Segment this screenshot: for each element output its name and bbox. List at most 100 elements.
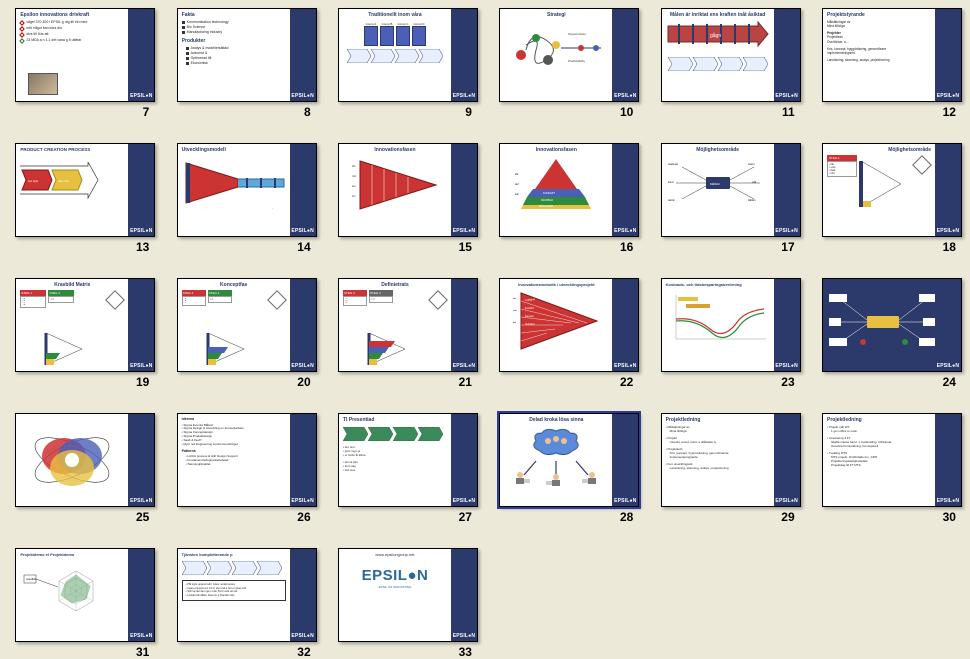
- slide-title: Möjlighetsområde: [827, 147, 931, 153]
- slide-container: PRODUCT CREATION PROCESS set styk sätt m…: [8, 143, 155, 254]
- svg-text:idé: idé: [515, 173, 519, 176]
- slide-container: Tjänsten kompletterande p • PM style upp…: [169, 548, 316, 659]
- svg-text:tidplan: tidplan: [748, 199, 756, 202]
- svg-text:Opportunities: Opportunities: [568, 32, 586, 36]
- slide-thumbnail-selected[interactable]: Delad kroka lösa sinna EPSIL●N: [499, 413, 639, 507]
- slide-container: Definietrats STEG 3• x• y• z STEG 4①② EP…: [331, 278, 478, 389]
- slide-thumbnail[interactable]: EPSIL●N: [822, 278, 962, 372]
- epsilon-logo: EPSIL●N: [130, 633, 152, 639]
- slide-container: Konceptfas STEG 1• a• b• c STEG 2①② EPSI…: [169, 278, 316, 389]
- svg-text:definition: definition: [525, 323, 536, 326]
- slide-title: TI Presentiad: [343, 417, 447, 423]
- svg-text:sätt mål: sätt mål: [58, 179, 69, 183]
- slide-thumbnail[interactable]: Möjlighetsområde STEG 1 • idé• ursp• del…: [822, 143, 962, 237]
- slide-number: 33: [459, 645, 478, 659]
- slide-title: Kravbild Matris: [20, 282, 124, 288]
- slide-thumbnail[interactable]: Strategi Opportunities Predictability EP…: [499, 8, 639, 102]
- slide-thumbnail[interactable]: Definietrats STEG 3• x• y• z STEG 4①② EP…: [338, 278, 478, 372]
- slide-title: Fakta: [182, 12, 286, 18]
- slide-thumbnail[interactable]: Utvecklingsmodell Ok i t t em m Produktv…: [177, 143, 317, 237]
- slide-container: Innovationsfasen MÖJLIGHET KRAVBILD KONC…: [492, 143, 639, 254]
- slide-number: 22: [620, 375, 639, 389]
- slide-container: Kostnads- och tidsbesparingsberörning EP…: [653, 278, 800, 389]
- process-arrow: set styk sätt mål: [20, 162, 120, 202]
- slide-thumbnail[interactable]: Tjänsten kompletterande p • PM style upp…: [177, 548, 317, 642]
- svg-text:kravbild: kravbild: [525, 307, 534, 310]
- slide-thumbnail[interactable]: TI Presentiad • del, text• grön mgm js• …: [338, 413, 478, 507]
- epsilon-logo: EPSIL●N: [937, 93, 959, 99]
- slide-number: 7: [143, 105, 156, 119]
- slide-thumbnail[interactable]: Kravbild Matris STEG 1• a• b• c• d STEG …: [15, 278, 155, 372]
- svg-text:idé: idé: [513, 298, 517, 300]
- slide-thumbnail[interactable]: Innovationsfasen idémkt krafun EPSIL●N: [338, 143, 478, 237]
- image-placeholder: [28, 73, 58, 95]
- slide-thumbnail[interactable]: Innovationsfasen MÖJLIGHET KRAVBILD KONC…: [499, 143, 639, 237]
- svg-text:set styk: set styk: [28, 179, 39, 183]
- slide-thumbnail[interactable]: Projektstyrande Målsättningar av Mina ti…: [822, 8, 962, 102]
- epsilon-logo: EPSIL●N: [614, 363, 636, 369]
- slide-thumbnail[interactable]: Idéerna • Sigma Evenira Blåkort • Sigma …: [177, 413, 317, 507]
- triangle-small: [206, 331, 246, 367]
- svg-text:kund: kund: [668, 181, 674, 184]
- slide-thumbnail[interactable]: Fakta Kommunikation technology Bio Scien…: [177, 8, 317, 102]
- slide-container: Målen är inriktat ens kraften inåt åsikt…: [653, 8, 800, 119]
- svg-text:def: def: [513, 322, 516, 324]
- svg-text:idé: idé: [352, 165, 356, 168]
- slide-title: Målen är inriktat ens kraften inåt åsikt…: [666, 12, 770, 18]
- venn-orbit: [22, 422, 122, 498]
- mindmap: Målbild marknadkundteknik visionmåltidpl…: [666, 155, 770, 211]
- slide-thumbnail[interactable]: Målen är inriktat ens kraften inåt åsikt…: [661, 8, 801, 102]
- slide-number: 19: [136, 375, 155, 389]
- slide-number: 18: [943, 240, 962, 254]
- epsilon-logo: EPSIL●N: [453, 363, 475, 369]
- slide-container: Epsilon innovations drivkraft vägel 370 …: [8, 8, 155, 119]
- slide-subtitle: Produkter: [182, 38, 286, 44]
- slide-title: Strategi: [504, 12, 608, 18]
- slide-thumbnail[interactable]: Projektledning • Projekt mål WT. 1 gen o…: [822, 413, 962, 507]
- slide-thumbnail[interactable]: Innovationsmetodik i utvecklingsprojekt …: [499, 278, 639, 372]
- slide-number: 25: [136, 510, 155, 524]
- slide-thumbnail[interactable]: EPSIL●N: [15, 413, 155, 507]
- slide-number: 24: [943, 375, 962, 389]
- slide-number: 15: [459, 240, 478, 254]
- epsilon-logo: EPSIL●N: [453, 228, 475, 234]
- slide-thumbnail[interactable]: Epsilon innovations drivkraft vägel 370 …: [15, 8, 155, 102]
- epsilon-logo: EPSIL●N: [453, 498, 475, 504]
- slide-thumbnail[interactable]: Konceptfas STEG 1• a• b• c STEG 2①② EPSI…: [177, 278, 317, 372]
- slide-thumbnail[interactable]: PRODUCT CREATION PROCESS set styk sätt m…: [15, 143, 155, 237]
- svg-text:mål: mål: [752, 181, 756, 184]
- slide-number: 23: [781, 375, 800, 389]
- slide-title: Tjänsten kompletterande p: [182, 552, 286, 557]
- epsilon-logo: EPSIL●N: [291, 633, 313, 639]
- epsilon-logo: EPSIL●N: [130, 93, 152, 99]
- svg-text:def: def: [515, 183, 519, 186]
- slide-thumbnail[interactable]: Möjlighetsområde Målbild marknadkundtekn…: [661, 143, 801, 237]
- slide-thumbnail[interactable]: Projektledning • Målsättningar av Mina t…: [661, 413, 801, 507]
- svg-text:kon: kon: [515, 193, 520, 196]
- slide-thumbnail[interactable]: www.epsilongroup.net EPSIL●N EPSIL ON IN…: [338, 548, 478, 642]
- funnel-diagram: Ok i t t em m Produktvård: [182, 159, 288, 209]
- slide-number: 20: [297, 375, 316, 389]
- slide-thumbnail[interactable]: Kostnads- och tidsbesparingsberörning EP…: [661, 278, 801, 372]
- slide-thumbnail[interactable]: Projektdemo el Projektdemo resultat EPSI…: [15, 548, 155, 642]
- epsilon-logo: EPSIL●N: [130, 228, 152, 234]
- slide-title: Utvecklingsmodell: [182, 147, 286, 153]
- tagline: EPSIL ON INNOVATING: [379, 585, 412, 589]
- slide-number: 28: [620, 510, 639, 524]
- svg-text:MÖJLIGHET: MÖJLIGHET: [539, 205, 554, 208]
- svg-text:Predictability: Predictability: [568, 59, 586, 63]
- dark-mindmap: [827, 282, 935, 362]
- triangle-small: [859, 159, 903, 209]
- slide-title: Traditionellt inom våra: [343, 12, 447, 18]
- slide-number: 26: [297, 510, 316, 524]
- epsilon-logo: EPSIL●N: [291, 363, 313, 369]
- epsilon-logo: EPSIL●N: [937, 363, 959, 369]
- slide-title: Definietrats: [343, 282, 447, 288]
- epsilon-logo: EPSIL●N: [130, 498, 152, 504]
- chevron-row: [343, 427, 443, 441]
- slide-thumbnail[interactable]: Traditionellt inom våra Comp A Comp B Co…: [338, 8, 478, 102]
- svg-text:Målbild: Målbild: [710, 182, 720, 186]
- slide-title: Innovationsfasen: [374, 147, 415, 153]
- slide-container: Projektstyrande Målsättningar av Mina ti…: [815, 8, 962, 119]
- slide-title: Innovationsfasen: [536, 147, 577, 153]
